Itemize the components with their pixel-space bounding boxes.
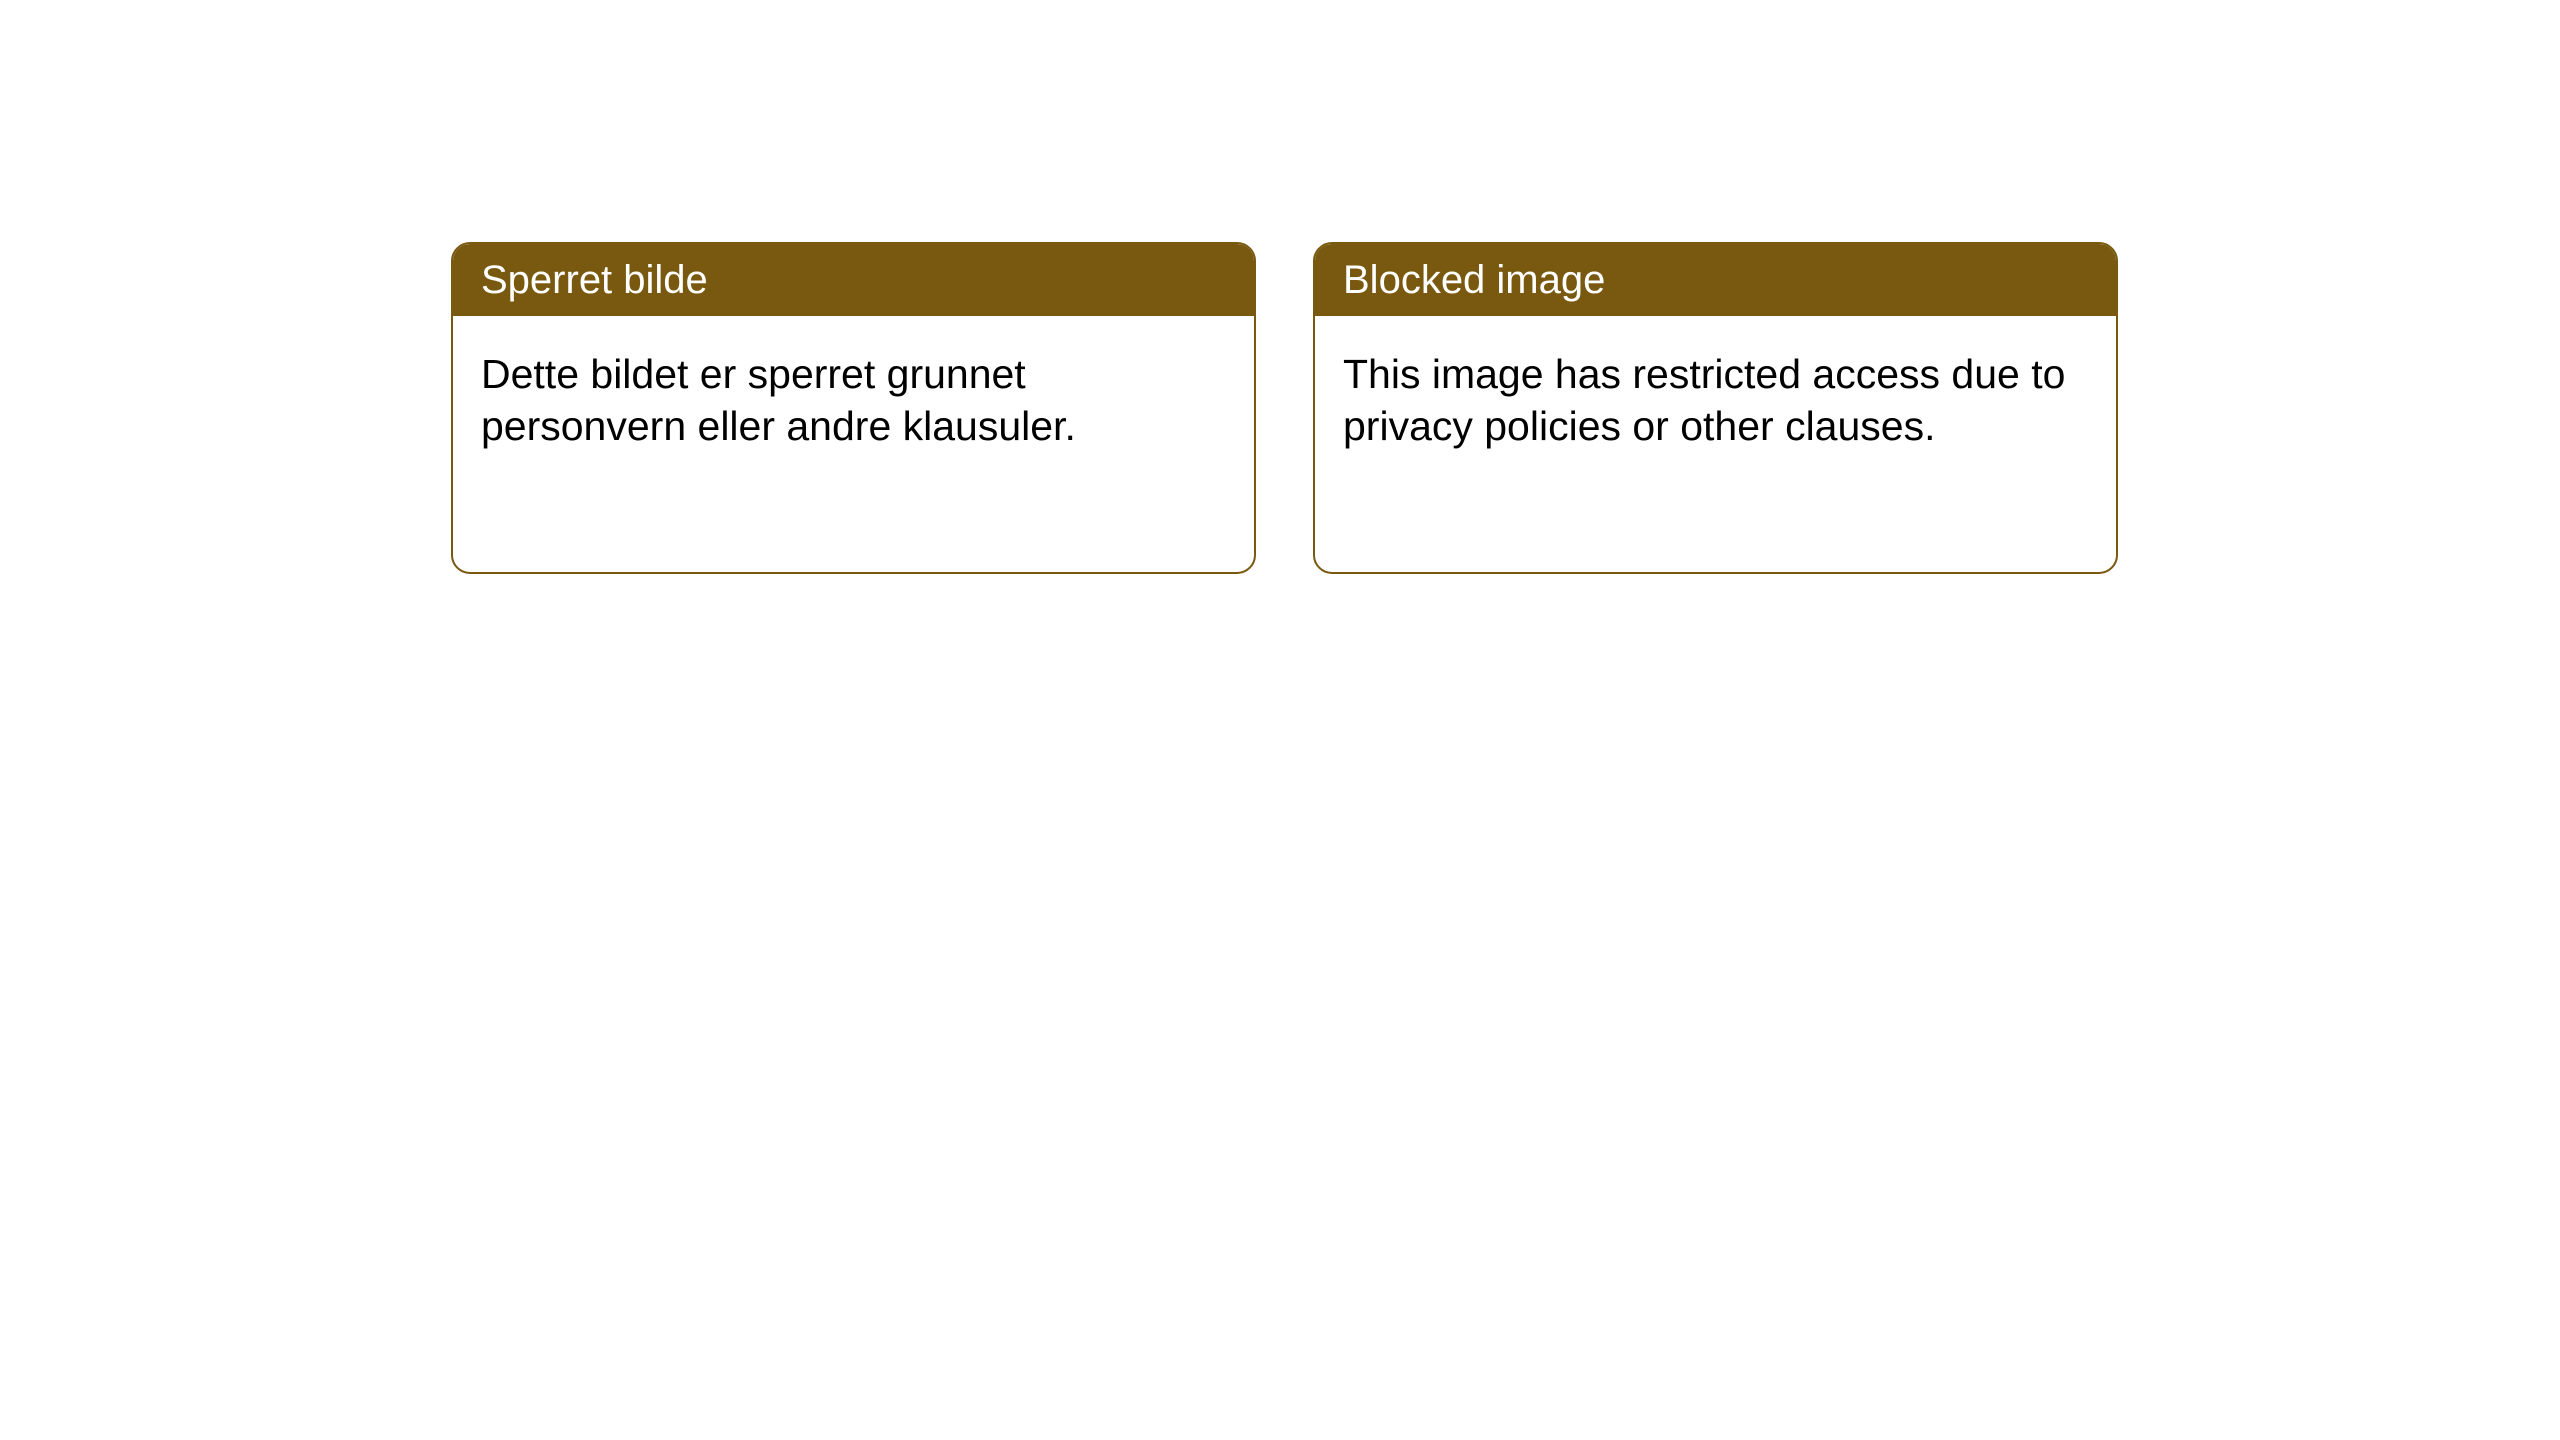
notice-body: This image has restricted access due to … <box>1315 316 2116 484</box>
notice-title: Blocked image <box>1315 244 2116 316</box>
notice-title: Sperret bilde <box>453 244 1254 316</box>
notice-card-norwegian: Sperret bilde Dette bildet er sperret gr… <box>451 242 1256 574</box>
notice-card-english: Blocked image This image has restricted … <box>1313 242 2118 574</box>
notice-body: Dette bildet er sperret grunnet personve… <box>453 316 1254 484</box>
notices-container: Sperret bilde Dette bildet er sperret gr… <box>0 0 2560 574</box>
